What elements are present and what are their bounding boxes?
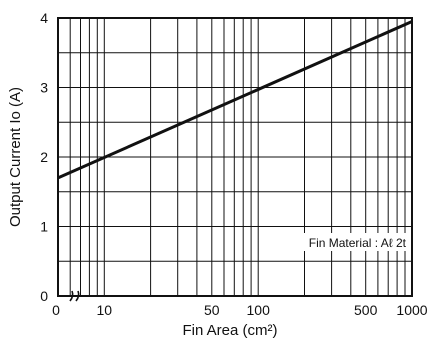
- x-tick-label: 1000: [396, 302, 427, 318]
- y-tick-label: 2: [40, 149, 48, 165]
- annotation-background: [276, 233, 408, 251]
- x-break-label: 0: [52, 302, 60, 318]
- y-tick-label: 0: [40, 288, 48, 304]
- y-tick-label: 3: [40, 80, 48, 96]
- x-tick-label: 500: [354, 302, 378, 318]
- y-tick-labels: 0 1 2 3 4: [40, 10, 48, 304]
- grid: [57, 17, 413, 297]
- fin-material-annotation: Fin Material : Aℓ 2t: [309, 236, 407, 250]
- y-axis-title: Output Current Io (A): [7, 87, 24, 227]
- y-tick-label: 1: [40, 219, 48, 235]
- axis-break-marker: [69, 290, 80, 302]
- plot-frame: [57, 17, 413, 297]
- x-tick-label: 100: [247, 302, 271, 318]
- y-tick-label: 4: [40, 10, 48, 26]
- x-tick-label: 10: [97, 302, 113, 318]
- x-axis-title: Fin Area (cm²): [182, 322, 277, 339]
- series-line: [57, 20, 413, 180]
- x-tick-label: 50: [204, 302, 220, 318]
- x-tick-labels: 10 50 100 500 1000: [97, 302, 428, 318]
